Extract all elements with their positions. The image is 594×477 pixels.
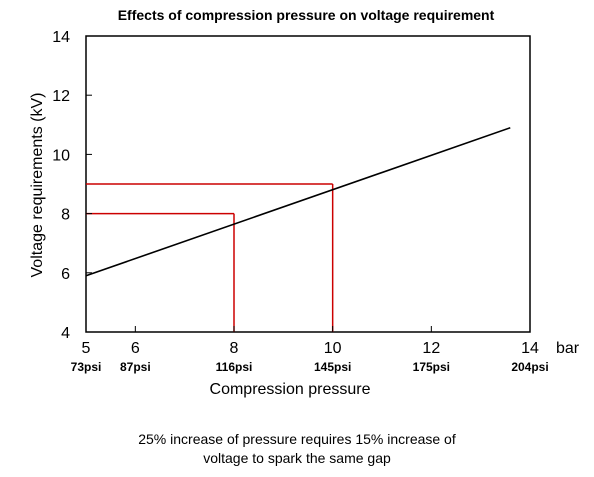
- y-axis-title: Voltage requirements (kV): [29, 93, 46, 278]
- y-tick-label: 12: [52, 88, 70, 105]
- reference-lines: [86, 183, 334, 332]
- chart-title: Effects of compression pressure on volta…: [118, 7, 495, 23]
- x-tick-label: 14: [521, 340, 539, 357]
- y-tick-label: 4: [61, 325, 70, 342]
- x-tick-psi-label: 73psi: [71, 360, 102, 374]
- x-tick-psi-label: 145psi: [314, 360, 351, 374]
- x-tick-psi-label: 87psi: [120, 360, 151, 374]
- x-tick-label: 8: [230, 340, 239, 357]
- chart: Effects of compression pressure on volta…: [29, 7, 580, 398]
- y-axis: 4 6 8 10 12 14: [52, 29, 92, 342]
- x-tick-label: 5: [82, 340, 91, 357]
- y-tick-label: 6: [61, 266, 70, 283]
- x-tick-psi-label: 116psi: [216, 360, 253, 374]
- caption-line-2: voltage to spark the same gap: [203, 450, 391, 466]
- x-tick-label: 10: [324, 340, 342, 357]
- x-unit-label: bar: [556, 340, 580, 357]
- x-tick-psi-label: 204psi: [511, 360, 548, 374]
- x-axis: 5 73psi 6 87psi 8 116psi 10 145psi 12 175psi 14 204…: [71, 326, 549, 374]
- x-tick-label: 12: [422, 340, 440, 357]
- y-tick-label: 14: [52, 29, 70, 46]
- series-line: [85, 127, 511, 277]
- y-tick-label: 10: [52, 147, 70, 164]
- series-layer: [85, 127, 511, 277]
- x-axis-title: Compression pressure: [210, 381, 371, 398]
- y-tick-label: 8: [61, 207, 70, 224]
- x-tick-psi-label: 175psi: [413, 360, 450, 374]
- caption-line-1: 25% increase of pressure requires 15% in…: [138, 431, 456, 447]
- x-tick-label: 6: [131, 340, 140, 357]
